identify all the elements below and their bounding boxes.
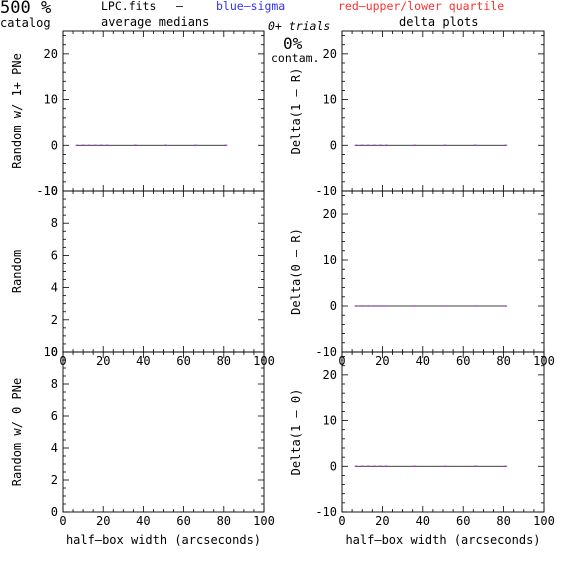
y-tick-label: 4 <box>51 441 58 455</box>
x-tick-label: 80 <box>496 354 510 368</box>
contam-value: 0% <box>283 34 303 53</box>
y-tick-label: 20 <box>323 47 337 61</box>
y-tick-label: -10 <box>315 505 337 519</box>
x-tick-label: 60 <box>456 354 470 368</box>
y-tick-label: 0 <box>330 299 337 313</box>
y-tick-label: 0 <box>51 138 58 152</box>
y-tick-label: 0 <box>51 345 58 359</box>
x-tick-label: 40 <box>136 354 150 368</box>
dash-label: – <box>176 0 183 13</box>
y-tick-label: 6 <box>51 409 58 423</box>
y-axis-label: Delta(1 – R) <box>289 68 303 155</box>
y-tick-label: -10 <box>36 184 58 198</box>
y-tick-label: 0 <box>51 505 58 519</box>
x-axis-label: half–box width (arcseconds) <box>66 533 261 547</box>
x-tick-label: 0 <box>338 514 345 528</box>
y-tick-label: 8 <box>51 377 58 391</box>
plot-frame <box>341 351 545 513</box>
y-tick-label: 10 <box>323 414 337 428</box>
x-tick-label: 80 <box>217 514 231 528</box>
x-tick-label: 40 <box>416 514 430 528</box>
medians-label: average medians <box>101 15 209 29</box>
y-tick-label: 10 <box>323 253 337 267</box>
y-tick-label: 2 <box>51 473 58 487</box>
x-tick-label: 20 <box>375 354 389 368</box>
x-tick-label: 20 <box>375 514 389 528</box>
y-tick-label: 2 <box>51 313 58 327</box>
y-axis-label: Delta(1 – 0) <box>289 389 303 476</box>
delta-plots-label: delta plots <box>399 15 478 29</box>
x-tick-label: 20 <box>96 354 110 368</box>
y-tick-label: 10 <box>323 93 337 107</box>
y-tick-label: 8 <box>51 216 58 230</box>
y-tick-label: 20 <box>323 207 337 221</box>
x-tick-label: 80 <box>496 514 510 528</box>
panel-left-bottom: 0 20 40 60 80 100 0 2 4 6 8 10 Random w/ 0 PNe half–b… <box>10 345 275 547</box>
x-tick-label: 100 <box>253 514 275 528</box>
file-label: LPC.fits <box>101 0 156 13</box>
blue-sigma-label: blue–sigma <box>216 0 285 13</box>
x-tick-label: 20 <box>96 514 110 528</box>
x-tick-label: 80 <box>217 354 231 368</box>
y-axis-label: Random w/ 1+ PNe <box>10 53 24 169</box>
y-tick-label: 20 <box>323 368 337 382</box>
y-tick-label: 10 <box>44 184 58 198</box>
plot-frame <box>62 190 265 353</box>
y-tick-label: 10 <box>44 345 58 359</box>
y-tick-label: 20 <box>44 47 58 61</box>
catalog-label: catalog <box>0 16 51 30</box>
contam-label: contam. <box>271 51 319 65</box>
plot-frame <box>62 30 265 192</box>
y-axis-label: Random <box>10 250 24 293</box>
plot-frame <box>341 30 545 192</box>
y-tick-label: 0 <box>330 459 337 473</box>
y-axis-label: Delta(0 – R) <box>289 228 303 315</box>
trials-label: 0+ trials <box>268 19 330 33</box>
y-tick-label: -10 <box>315 345 337 359</box>
y-axis-label: Random w/ 0 PNe <box>10 378 24 486</box>
x-tick-label: 40 <box>136 514 150 528</box>
big-percent-label: 500 % <box>0 0 51 18</box>
x-tick-label: 60 <box>176 354 190 368</box>
y-tick-label: 10 <box>44 93 58 107</box>
plot-frame <box>341 190 545 353</box>
x-tick-label: 100 <box>533 514 555 528</box>
x-tick-label: 60 <box>176 514 190 528</box>
x-tick-label: 0 <box>59 514 66 528</box>
x-axis-label: half–box width (arcseconds) <box>345 533 540 547</box>
panel-right-top: -10 0 10 20 Delta(1 – R) <box>289 30 545 198</box>
x-tick-label: 60 <box>456 514 470 528</box>
quartile-label: red–upper/lower quartile <box>338 0 504 13</box>
y-tick-label: 4 <box>51 281 58 295</box>
y-tick-label: 0 <box>330 138 337 152</box>
plot-frame <box>62 351 265 513</box>
panel-left-top: -10 0 10 20 Random w/ 1+ PNe <box>10 30 265 198</box>
x-tick-label: 40 <box>416 354 430 368</box>
y-tick-label: -10 <box>315 184 337 198</box>
y-tick-label: 6 <box>51 248 58 262</box>
